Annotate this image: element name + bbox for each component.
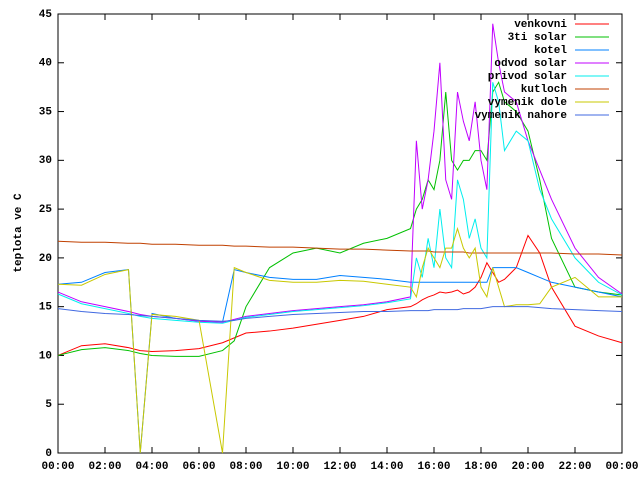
x-tick-label: 18:00 (464, 461, 497, 473)
x-tick-label: 10:00 (276, 461, 309, 473)
x-tick-label: 02:00 (88, 461, 121, 473)
x-tick-label: 08:00 (229, 461, 262, 473)
x-tick-label: 00:00 (605, 461, 638, 473)
y-tick-label: 10 (39, 350, 52, 362)
series-line (57, 306, 623, 322)
y-tick-label: 45 (39, 9, 53, 21)
x-tick-label: 12:00 (323, 461, 356, 473)
legend-label: venkovni (514, 19, 567, 31)
legend-label: kotel (534, 45, 567, 57)
y-tick-label: 15 (39, 302, 53, 314)
x-tick-label: 06:00 (182, 461, 215, 473)
series-line (57, 82, 623, 324)
legend-label: odvod solar (494, 58, 567, 70)
y-tick-label: 35 (39, 106, 53, 118)
x-tick-label: 20:00 (511, 461, 544, 473)
legend-label: 3ti solar (508, 32, 567, 44)
y-tick-label: 20 (39, 253, 52, 265)
y-tick-label: 5 (45, 399, 52, 411)
y-tick-label: 25 (39, 204, 53, 216)
legend-label: privod solar (488, 71, 567, 83)
series-line (57, 240, 623, 256)
x-tick-label: 22:00 (558, 461, 591, 473)
y-tick-label: 0 (45, 448, 52, 460)
legend-label: vymenik dole (488, 97, 568, 109)
x-tick-label: 16:00 (417, 461, 450, 473)
series-line (57, 23, 623, 323)
legend-label: vymenik nahore (475, 110, 568, 122)
y-tick-label: 30 (39, 155, 52, 167)
series-line (57, 234, 623, 356)
x-tick-label: 00:00 (41, 461, 74, 473)
x-tick-label: 04:00 (135, 461, 168, 473)
series-line (57, 226, 622, 454)
y-tick-label: 40 (39, 58, 52, 70)
x-tick-label: 14:00 (370, 461, 403, 473)
legend-label: kutloch (521, 84, 567, 96)
y-axis-label: teplota ve C (13, 193, 25, 273)
